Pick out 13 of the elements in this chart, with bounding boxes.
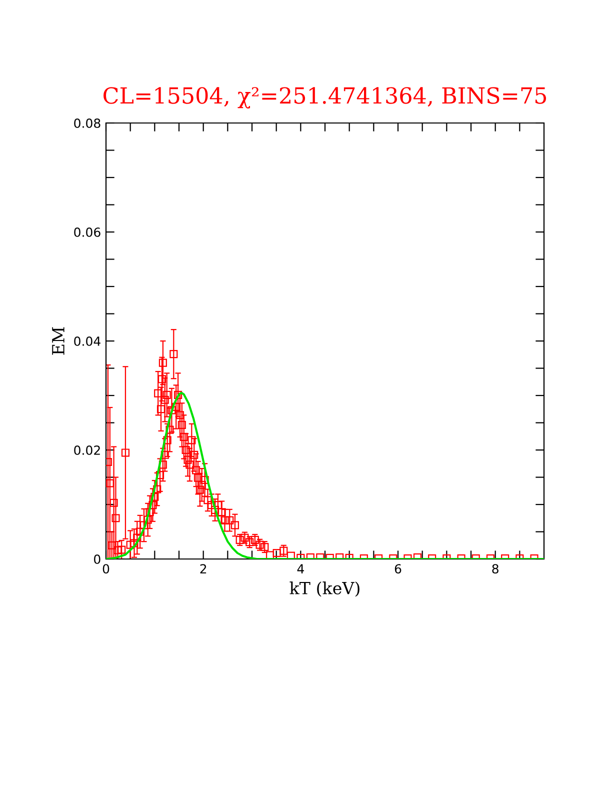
y-tick-label: 0.02: [74, 445, 100, 455]
x-tick-label: 4: [297, 564, 304, 574]
x-tick-label: 8: [492, 564, 498, 574]
y-tick-label: 0: [94, 554, 100, 564]
x-tick-label: 6: [394, 564, 402, 574]
y-axis-title: EM: [52, 327, 64, 355]
y-tick-label: 0.04: [74, 336, 100, 346]
y-tick-label: 0.08: [74, 118, 100, 128]
y-tick-label: 0.06: [74, 227, 100, 237]
x-tick-label: 2: [200, 564, 206, 574]
x-axis-title: kT (keV): [290, 582, 360, 597]
chart-title: CL=15504, χ²=251.4741364, BINS=75: [104, 87, 546, 108]
x-tick-label: 0: [102, 564, 110, 574]
